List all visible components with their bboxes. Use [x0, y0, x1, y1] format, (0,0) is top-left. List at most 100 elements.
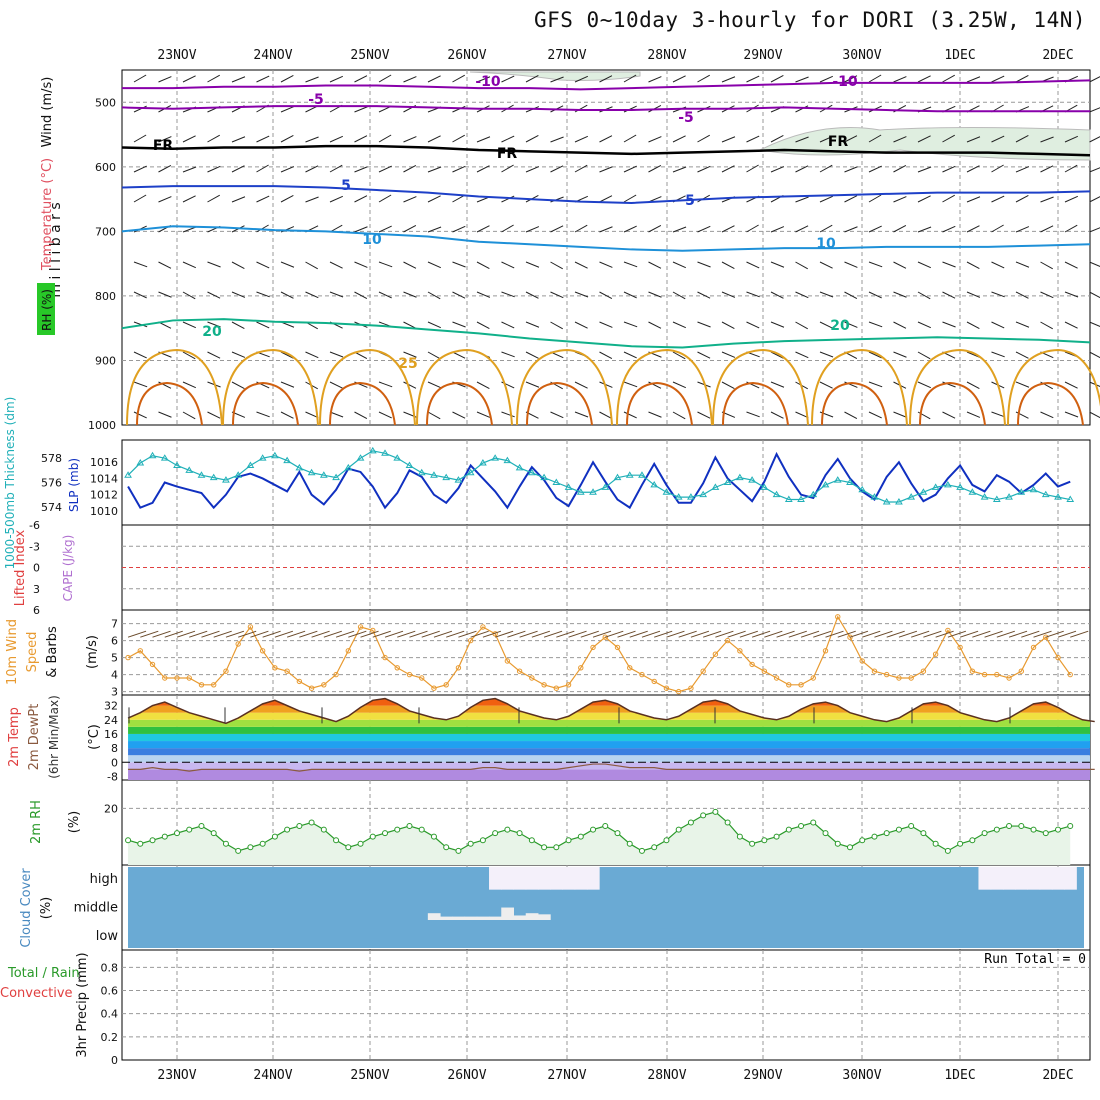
wind-barb — [966, 381, 980, 390]
rh-marker — [161, 833, 168, 840]
wind-barb — [354, 135, 368, 143]
wind-barb — [574, 291, 589, 298]
wind-barb — [574, 75, 588, 83]
cloud-high-clear — [574, 867, 588, 890]
thickness-marker — [197, 471, 206, 478]
wind-speed-marker — [627, 665, 633, 671]
wind-barb — [819, 135, 833, 143]
wind-barb — [452, 165, 466, 173]
wind-speed-marker — [125, 654, 131, 661]
wind-speed-marker — [174, 675, 180, 681]
surface-wind-barb — [862, 630, 881, 638]
surface-wind-barb — [189, 630, 208, 638]
rh-marker — [1042, 830, 1049, 837]
isotherm-label: 10 — [362, 232, 382, 248]
pressure-tick-label: 800 — [95, 290, 116, 303]
wind-barb — [305, 136, 319, 143]
wind-speed-marker — [321, 682, 327, 688]
thickness-marker — [185, 466, 194, 473]
date-label-bottom: 25NOV — [350, 1068, 390, 1083]
wind10m-label-speed: Speed — [25, 632, 40, 673]
rh-marker — [222, 840, 229, 847]
surface-wind-barb — [1045, 630, 1064, 638]
wind-barb — [452, 134, 465, 143]
wind-barb — [623, 291, 637, 299]
wind-barb — [280, 411, 294, 419]
wind-barb — [623, 225, 637, 233]
wind-barb — [1064, 195, 1078, 203]
surface-wind-barb — [1008, 630, 1028, 638]
wind-speed-marker — [516, 668, 523, 674]
thickness-marker — [124, 471, 132, 478]
temp-band — [128, 741, 1090, 749]
wind-barb — [868, 351, 882, 359]
isotherm-30 — [626, 381, 693, 426]
date-label-top: 2DEC — [1042, 48, 1074, 63]
wind-barb — [476, 261, 490, 270]
wind-barb — [403, 321, 417, 329]
surface-wind-barb — [311, 630, 330, 638]
rh-shade — [469, 71, 641, 81]
rh-marker — [443, 844, 450, 851]
wind-barb — [207, 194, 220, 203]
wind-barb — [1064, 224, 1078, 233]
thickness-marker — [858, 485, 867, 493]
wind-barb — [1089, 411, 1100, 419]
wind-barb — [599, 411, 613, 420]
wind-barb — [207, 351, 221, 359]
isotherm-25 — [909, 348, 1006, 426]
rh-marker — [822, 830, 829, 837]
wind-barb — [942, 321, 956, 328]
wind-barb — [721, 136, 736, 143]
wind-barb — [1064, 164, 1078, 173]
wind-speed-marker — [810, 675, 816, 681]
rh-label: RH (%) — [40, 289, 54, 331]
rh2m-label: 2m RH — [29, 800, 44, 844]
wind-barb — [378, 225, 392, 233]
date-label-top: 1DEC — [944, 48, 976, 63]
temp-tick-label: 24 — [104, 714, 118, 727]
wind-barb — [1015, 291, 1029, 299]
surface-wind-barb — [751, 630, 771, 638]
wind-barb — [770, 166, 785, 173]
wind-barb — [1015, 321, 1030, 328]
rh-marker — [528, 837, 535, 844]
rh-marker — [565, 837, 572, 844]
thickness-marker — [540, 473, 548, 481]
wind-barb — [942, 165, 956, 173]
date-label-bottom: 1DEC — [944, 1068, 976, 1083]
rh-marker — [675, 826, 682, 833]
surface-wind-barb — [678, 630, 697, 638]
wind-barb — [182, 135, 196, 143]
wind-speed-marker — [443, 682, 449, 688]
surface-wind-barb — [409, 630, 428, 638]
wind-barb — [452, 194, 465, 203]
wind-barb — [305, 196, 319, 203]
wind-speed-marker — [333, 671, 339, 678]
wind-barb — [697, 165, 711, 173]
thickness-marker — [699, 490, 708, 498]
pressure-tick-label: 700 — [95, 225, 116, 238]
cloud-cover-label: Cloud Cover — [19, 868, 34, 948]
rh-marker — [235, 847, 242, 854]
surface-wind-barb — [470, 630, 489, 638]
surface-wind-barb — [972, 630, 991, 638]
temp-tick-label: 8 — [111, 742, 118, 755]
temp-tick-label: -8 — [107, 770, 118, 783]
wind-speed-marker — [345, 648, 352, 654]
thickness-marker — [601, 483, 610, 490]
wind-barb — [648, 76, 662, 83]
wind-barb — [256, 261, 270, 269]
wind-barb — [819, 164, 833, 173]
wind-barb — [1015, 74, 1029, 83]
thickness-marker — [980, 493, 989, 500]
wind-barb — [403, 136, 417, 143]
wind-barb — [378, 291, 392, 299]
thickness-marker — [454, 476, 463, 483]
wind-speed-marker — [541, 682, 547, 688]
wind-barb — [648, 261, 662, 269]
wind-barb — [770, 291, 784, 299]
wind-barb — [354, 226, 368, 233]
li-tick-label: 6 — [33, 604, 40, 617]
surface-wind-barb — [127, 630, 147, 638]
